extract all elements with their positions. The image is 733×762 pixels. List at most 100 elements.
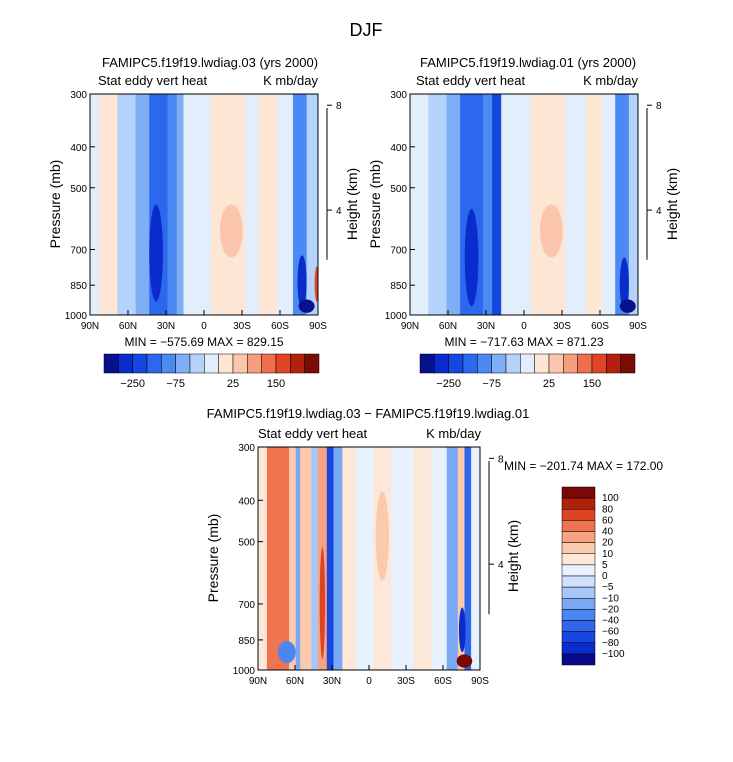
panel-0-ylabel: Pressure (mb) [47,160,63,249]
field-band [99,94,118,315]
y-tick-label: 400 [390,143,407,154]
colorbar-swatch [175,353,191,374]
field-band [90,94,100,315]
field-band [457,447,466,670]
colorbar-swatch [477,353,492,374]
panel-1-colorbar [419,353,636,374]
panel-0-subtitle-left: Stat eddy vert heat [98,73,208,88]
field-band [210,94,246,315]
y-tick-label: 500 [238,538,255,549]
colorbar-swatch [561,620,596,632]
x-tick-label: 90S [471,676,489,687]
colorbar-swatch [247,353,262,374]
field-feature [298,299,315,313]
y-tick-label: 300 [70,90,87,101]
colorbar-swatch [434,353,449,374]
x-tick-label: 30N [477,321,495,332]
panel-2-field [258,447,480,670]
x-tick-label: 90S [309,321,327,332]
panel-0-colorbar [103,353,320,374]
colorbar-swatch [561,509,596,521]
field-feature [464,208,479,307]
panel-2-x-ticks: 90N 60N 30N 0 30S 60S 90S [249,665,489,687]
colorbar-label: −10 [602,593,619,604]
colorbar-label: −100 [602,649,625,660]
panel-2-subtitle-right: K mb/day [426,426,481,441]
colorbar-swatch [548,353,564,374]
colorbar-swatch [419,353,435,374]
x-tick-label: 30N [323,676,341,687]
panel-0-x-ticks: 90N 60N 30N 0 30S 60S 90S [81,310,327,332]
colorbar-swatch [118,353,133,374]
x-tick-label: 90S [629,321,647,332]
right-tick-label: 8 [656,101,662,112]
y-tick-label: 400 [70,143,87,154]
field-band [628,94,638,315]
panel-2-y-ticks: 300 400 500 700 850 1000 [233,443,263,677]
field-band [245,94,260,315]
colorbar-swatch [275,353,291,374]
panel-0: FAMIPC5.f19f19.lwdiag.03 (yrs 2000) Stat… [47,55,360,390]
panel-2-title: FAMIPC5.f19f19.lwdiag.03 − FAMIPC5.f19f1… [207,406,530,421]
panel-2-ylabel-right: Height (km) [505,520,521,592]
panel-1: FAMIPC5.f19f19.lwdiag.01 (yrs 2000) Stat… [367,55,680,390]
panel-1-subtitle-left: Stat eddy vert heat [416,73,526,88]
panel-1-ylabel-right: Height (km) [664,168,680,240]
field-band [585,94,603,315]
y-tick-label: 700 [390,246,407,257]
x-tick-label: 30S [233,321,251,332]
panel-0-stats: MIN = −575.69 MAX = 829.15 [124,335,283,349]
panel-1-y-ticks: 300 400 500 700 850 1000 [385,90,415,322]
panel-2-subtitle-left: Stat eddy vert heat [258,426,368,441]
colorbar-swatch [448,353,464,374]
colorbar-swatch [561,642,596,655]
field-band [289,447,297,670]
x-tick-label: 30S [553,321,571,332]
y-tick-label: 1000 [385,311,408,322]
panel-0-ylabel-right: Height (km) [344,168,360,240]
field-band [492,94,502,315]
colorbar-swatch [561,653,596,666]
field-band [266,447,290,670]
panel-2-colorbar [561,486,596,666]
y-tick-label: 400 [238,496,255,507]
panel-1-right-ticks: 84 [646,101,662,260]
right-tick-label: 4 [336,206,342,217]
field-band [117,94,137,315]
panel-1-colorbar-labels: −250 −75 25 150 [436,378,601,390]
y-tick-label: 500 [70,184,87,195]
panel-0-field [90,94,318,315]
colorbar-label: −75 [482,378,501,390]
panel-1-subtitle-right: K mb/day [583,73,638,88]
field-band [530,94,566,315]
y-tick-label: 500 [390,184,407,195]
colorbar-label: −250 [436,378,461,390]
colorbar-swatch [577,353,593,374]
y-tick-label: 1000 [65,311,88,322]
x-tick-label: 60S [591,321,609,332]
y-tick-label: 850 [70,281,87,292]
colorbar-label: −40 [602,616,619,627]
colorbar-swatch [491,353,507,374]
colorbar-swatch [304,353,320,374]
panel-2: FAMIPC5.f19f19.lwdiag.03 − FAMIPC5.f19f1… [205,406,663,687]
field-band [342,447,357,670]
field-band [431,447,448,670]
field-band [565,94,587,315]
colorbar-label: 0 [602,571,608,582]
colorbar-swatch [561,553,596,566]
x-tick-label: 60N [119,321,137,332]
field-band [428,94,448,315]
field-feature [149,204,163,302]
field-band [311,447,319,670]
colorbar-swatch [561,497,596,510]
colorbar-swatch [563,353,578,374]
right-tick-label: 8 [336,101,342,112]
field-band [464,447,472,670]
colorbar-swatch [520,353,535,374]
field-band [326,447,335,670]
colorbar-swatch [261,353,277,374]
colorbar-label: 40 [602,527,614,538]
